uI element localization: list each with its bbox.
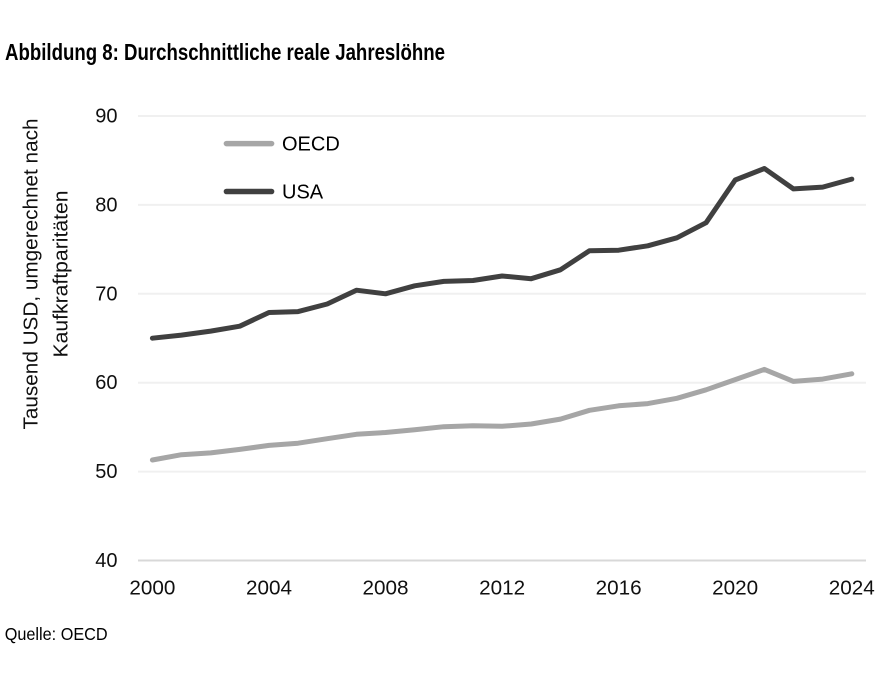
svg-text:2012: 2012	[479, 577, 525, 599]
svg-text:OECD: OECD	[282, 134, 340, 156]
svg-text:90: 90	[95, 106, 117, 128]
svg-text:Abbildung 8: Durchschnittliche: Abbildung 8: Durchschnittliche reale Jah…	[5, 40, 445, 65]
svg-text:2016: 2016	[596, 577, 642, 599]
svg-text:60: 60	[95, 372, 117, 394]
svg-text:50: 50	[95, 461, 117, 483]
svg-text:2024: 2024	[829, 577, 875, 599]
svg-text:Tausend USD, umgerechnet nach: Tausend USD, umgerechnet nach	[21, 118, 43, 429]
svg-text:USA: USA	[282, 182, 324, 204]
svg-text:2004: 2004	[246, 577, 292, 599]
svg-text:40: 40	[95, 550, 117, 572]
svg-text:2000: 2000	[129, 577, 175, 599]
svg-text:2008: 2008	[363, 577, 409, 599]
svg-text:Kaufkraftparitäten: Kaufkraftparitäten	[50, 191, 72, 358]
svg-text:80: 80	[95, 194, 117, 216]
svg-text:70: 70	[95, 283, 117, 305]
svg-text:Quelle: OECD: Quelle: OECD	[5, 623, 108, 644]
svg-text:2020: 2020	[712, 577, 758, 599]
